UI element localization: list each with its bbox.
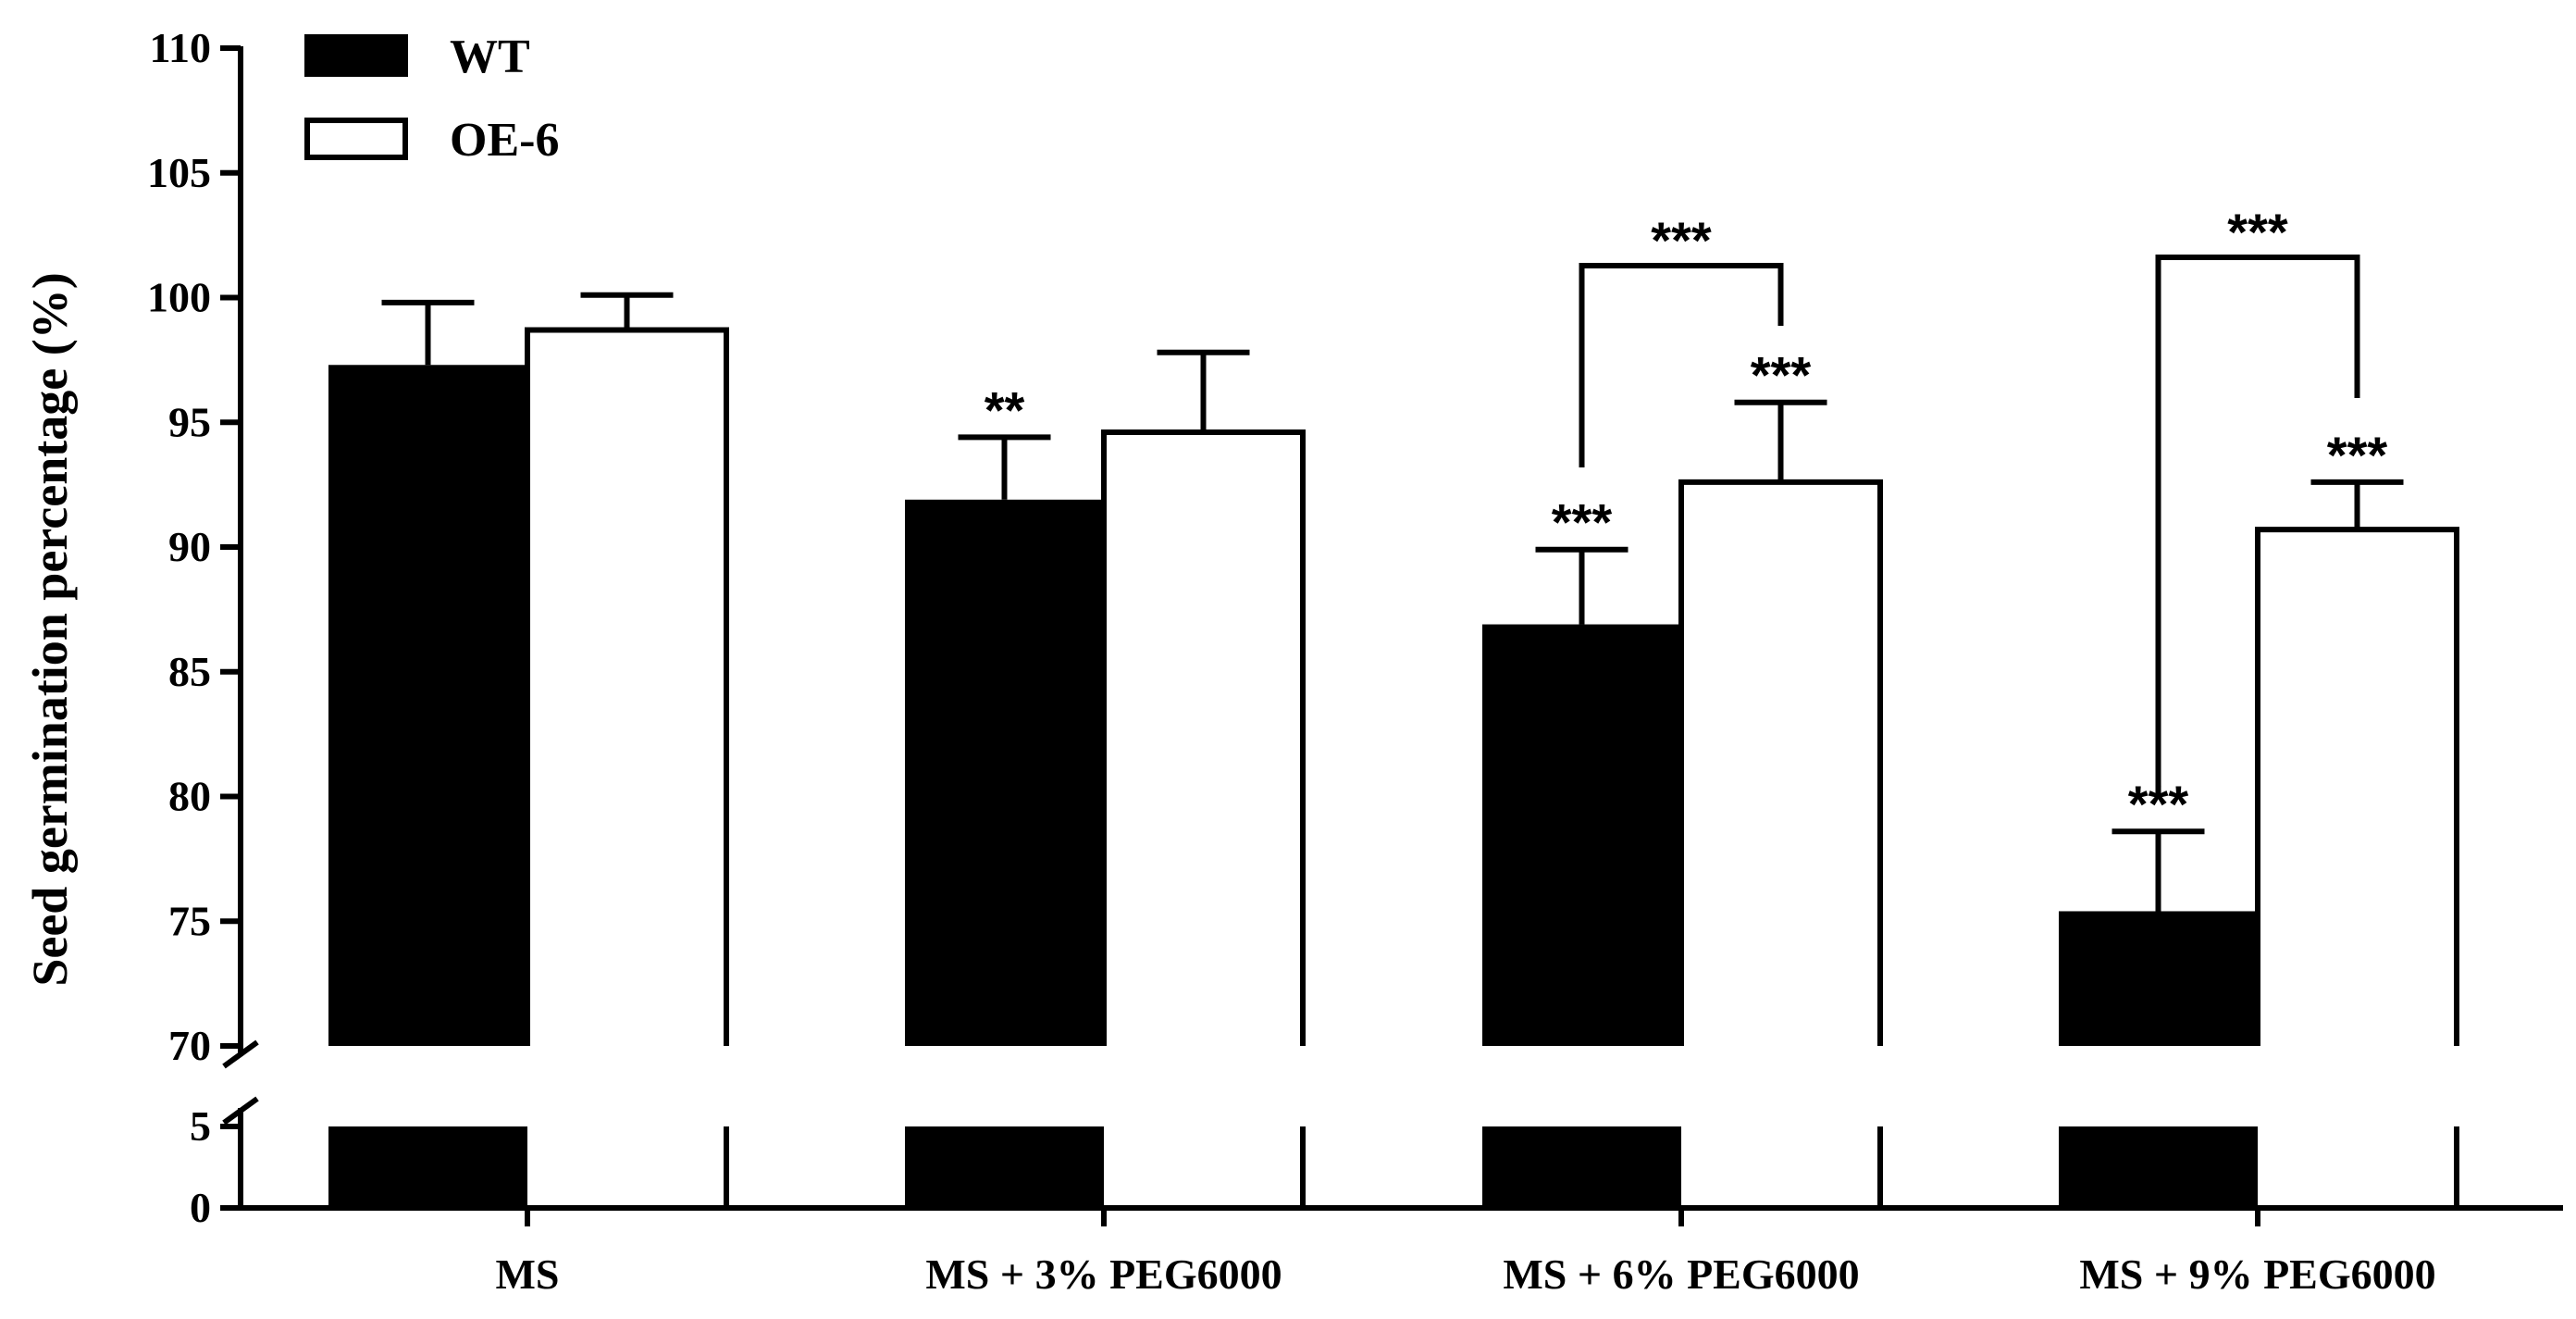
- axes: [220, 45, 2563, 1226]
- bar-oe-6-upper: [1678, 479, 1883, 1046]
- comparison-bracket: [2155, 255, 2360, 796]
- bar-oe-6-upper: [525, 327, 729, 1046]
- bar-wt-upper: [905, 499, 1104, 1046]
- labels: 70 75 80 85 90 95 100 105 110 0 5 Seed germination …: [22, 24, 2436, 1298]
- y-tick-label: 75: [168, 897, 211, 944]
- bar-wt-lower: [328, 1126, 527, 1208]
- significance-label: ***: [1751, 346, 1812, 404]
- axis-break-mark-upper: [222, 1039, 259, 1069]
- y-tick-label: 105: [147, 149, 211, 196]
- y-tick-label: 95: [168, 398, 211, 445]
- axis-break-mark-lower: [222, 1096, 259, 1126]
- legend-swatch-wt: [304, 34, 408, 77]
- bar-wt-upper: [1482, 624, 1681, 1046]
- legend-label-wt: WT: [450, 31, 530, 83]
- bar-wt-lower: [2059, 1126, 2258, 1208]
- x-tick-label: MS: [496, 1251, 560, 1298]
- y-tick-label: 100: [147, 274, 211, 321]
- significance-label: ***: [1552, 493, 1613, 552]
- y-tick-label: 85: [168, 648, 211, 695]
- x-tick-label: MS + 6% PEG6000: [1503, 1251, 1859, 1298]
- bar-oe-6-upper: [1101, 429, 1306, 1046]
- comparison-label: ***: [1651, 211, 1712, 269]
- x-tick-label: MS + 3% PEG6000: [925, 1251, 1282, 1298]
- y-axis-title: Seed germination percentage (%): [22, 272, 78, 986]
- bar-oe-6-upper: [2255, 527, 2459, 1046]
- y-tick-label: 70: [168, 1022, 211, 1069]
- y-tick-label: 5: [190, 1102, 211, 1150]
- bar-wt-lower: [1482, 1126, 1681, 1208]
- x-tick-label: MS + 9% PEG6000: [2079, 1251, 2435, 1298]
- comparison-label: ***: [2227, 203, 2288, 261]
- significance-label: **: [985, 380, 1025, 439]
- comparison-bracket: [1579, 263, 1784, 467]
- significance-label: ***: [2327, 426, 2388, 484]
- y-tick-label: 0: [190, 1184, 211, 1231]
- bars: [328, 255, 2459, 1208]
- y-tick-label: 110: [150, 24, 211, 71]
- y-tick-label: 90: [168, 523, 211, 570]
- legend-swatch-oe-6: [304, 118, 408, 160]
- bar-wt-upper: [328, 365, 527, 1046]
- y-tick-label: 80: [168, 773, 211, 820]
- legend-label-oe-6: OE-6: [450, 114, 559, 167]
- bar-wt-lower: [905, 1126, 1104, 1208]
- bar-wt-upper: [2059, 911, 2258, 1046]
- significance-label: ***: [2128, 775, 2189, 833]
